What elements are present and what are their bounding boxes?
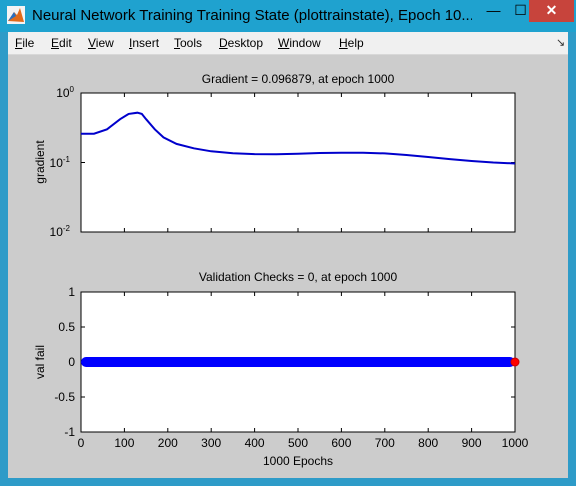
validation-xticks: 0 100 200 300 400 500 600 700 800 900 1000 [78, 292, 529, 450]
gradient-title: Gradient = 0.096879, at epoch 1000 [202, 72, 395, 86]
plots-svg: Gradient = 0.096879, at epoch 1000 100 1… [33, 72, 529, 468]
validation-yticks: 1 0.5 0 -0.5 -1 [54, 285, 515, 439]
validation-xtick-label: 600 [331, 436, 351, 450]
menu-desktop[interactable]: Desktop [219, 36, 264, 50]
validation-ylabel: val fail [33, 345, 47, 379]
validation-xtick-label: 300 [201, 436, 221, 450]
validation-series-line [81, 357, 515, 367]
gradient-xticks [80, 93, 516, 232]
gradient-plot-area[interactable] [80, 92, 516, 233]
validation-ytick-label: 0.5 [58, 320, 75, 334]
gradient-series-line [81, 111, 516, 165]
validation-xtick-label: 400 [245, 436, 265, 450]
gradient-ytick-label-2: 10-2 [50, 224, 71, 239]
validation-title: Validation Checks = 0, at epoch 1000 [199, 270, 398, 284]
window-title: Neural Network Training Training State (… [32, 7, 472, 24]
menu-edit[interactable]: Edit [51, 36, 72, 50]
menu-tools[interactable]: Tools [174, 36, 203, 50]
validation-ytick-label: 1 [68, 285, 75, 299]
validation-ytick-label: -1 [64, 425, 75, 439]
menu-bar: File Edit View Insert Tools Desktop Wind… [8, 32, 568, 55]
validation-xlabel: 1000 Epochs [263, 454, 333, 468]
maximize-button[interactable]: ☐ [514, 2, 527, 18]
gradient-axes: Gradient = 0.096879, at epoch 1000 100 1… [33, 72, 516, 239]
validation-axes: Validation Checks = 0, at epoch 1000 1 0.… [33, 270, 529, 468]
validation-xtick-label: 500 [288, 436, 308, 450]
validation-end-marker [510, 357, 520, 367]
gradient-ytick-label-1: 10-1 [50, 155, 71, 170]
menu-file[interactable]: File [15, 36, 35, 50]
validation-ytick-label: -0.5 [54, 390, 75, 404]
validation-xtick-label: 0 [78, 436, 85, 450]
menu-help[interactable]: Help [339, 36, 364, 50]
minimize-button[interactable]: — [486, 2, 501, 18]
menu-view[interactable]: View [88, 36, 114, 50]
validation-xtick-label: 700 [375, 436, 395, 450]
validation-xtick-label: 800 [418, 436, 438, 450]
title-bar[interactable]: Neural Network Training Training State (… [0, 0, 576, 32]
validation-xtick-label: 1000 [502, 436, 529, 450]
validation-ytick-label: 0 [68, 355, 75, 369]
figure-canvas: Gradient = 0.096879, at epoch 1000 100 1… [8, 55, 568, 478]
menu-window[interactable]: Window [278, 36, 321, 50]
validation-xtick-label: 100 [114, 436, 134, 450]
menu-insert[interactable]: Insert [129, 36, 160, 50]
gradient-ylabel: gradient [33, 140, 47, 184]
gradient-ytick-label-0: 100 [56, 85, 74, 100]
dock-icon[interactable]: ↘ [556, 37, 566, 49]
close-button[interactable]: ✕ [529, 0, 574, 22]
matlab-icon [7, 6, 25, 24]
validation-xtick-label: 900 [462, 436, 482, 450]
validation-xtick-label: 200 [158, 436, 178, 450]
